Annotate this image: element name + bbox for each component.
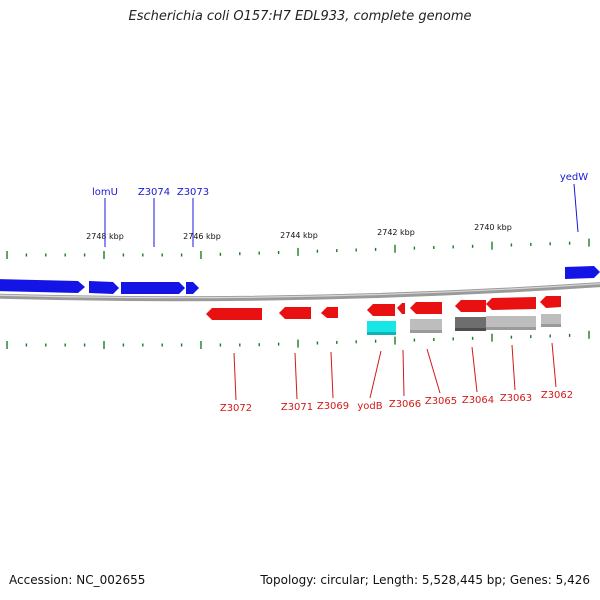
- leader-line: [511, 344, 516, 391]
- reverse-gene-arrow[interactable]: [321, 307, 338, 318]
- gene-label-yodB[interactable]: yodB: [357, 401, 382, 412]
- gray-feature[interactable]: [410, 319, 442, 333]
- kbp-label: 2740 kbp: [474, 223, 512, 232]
- forward-gene-labels: lomU Z3074 Z3073 yedW: [92, 172, 588, 247]
- dark-gray-feature-shade: [455, 328, 486, 331]
- reverse-genes: [206, 296, 561, 320]
- leader-line: [294, 352, 298, 400]
- gene-label-Z3063[interactable]: Z3063: [500, 393, 532, 404]
- gene-label-Z3072[interactable]: Z3072: [220, 403, 252, 414]
- leader-line: [402, 349, 405, 397]
- reverse-gene-arrow[interactable]: [206, 308, 262, 320]
- gray-feature[interactable]: [486, 316, 536, 330]
- secondary-features: [367, 314, 561, 335]
- gene-label-Z3074[interactable]: Z3074: [138, 187, 170, 198]
- gene-label-yedW[interactable]: yedW: [560, 172, 588, 183]
- kbp-labels: 2748 kbp 2746 kbp 2744 kbp 2742 kbp 2740…: [86, 223, 512, 241]
- gray-feature-shade: [486, 327, 536, 330]
- leader-line: [369, 350, 382, 399]
- forward-gene-arrow[interactable]: [89, 281, 119, 294]
- forward-genes: [0, 266, 600, 294]
- gene-label-Z3071[interactable]: Z3071: [281, 402, 313, 413]
- forward-gene-arrow[interactable]: [565, 266, 600, 279]
- gray-feature-shade: [410, 330, 442, 333]
- dark-gray-feature[interactable]: [455, 317, 486, 331]
- gene-label-Z3073[interactable]: Z3073: [177, 187, 209, 198]
- kbp-label: 2742 kbp: [377, 228, 415, 237]
- leader-line: [233, 352, 237, 401]
- cyan-feature-shade: [367, 332, 396, 335]
- gene-label-Z3065[interactable]: Z3065: [425, 396, 457, 407]
- gene-label-Z3069[interactable]: Z3069: [317, 401, 349, 412]
- gray-feature-shade: [541, 324, 561, 327]
- reverse-gene-arrow[interactable]: [410, 302, 442, 314]
- leader-line: [426, 348, 441, 394]
- scale-ticks-bottom: [6, 330, 590, 349]
- reverse-gene-arrow[interactable]: [367, 304, 395, 316]
- kbp-label: 2744 kbp: [280, 231, 318, 240]
- genome-backbone: [0, 282, 600, 302]
- scale-ticks-top: [6, 238, 590, 259]
- kbp-label: 2746 kbp: [183, 232, 221, 241]
- leader-line: [330, 351, 334, 399]
- genome-backbone-highlight: [0, 283, 600, 299]
- forward-gene-arrow[interactable]: [121, 282, 185, 294]
- forward-gene-arrow[interactable]: [186, 282, 199, 294]
- forward-gene-arrow[interactable]: [0, 279, 85, 293]
- map-title: Escherichia coli O157:H7 EDL933, complet…: [128, 9, 472, 24]
- reverse-gene-arrow[interactable]: [486, 297, 536, 310]
- leader-line: [551, 342, 557, 388]
- reverse-gene-arrow[interactable]: [540, 296, 561, 308]
- accession-text: Accession: NC_002655: [9, 573, 146, 587]
- gene-label-lomU[interactable]: lomU: [92, 187, 118, 198]
- reverse-gene-labels: Z3072 Z3071 Z3069 yodB Z3066 Z3065 Z3064…: [220, 342, 573, 414]
- reverse-gene-arrow[interactable]: [455, 300, 486, 312]
- genome-info-text: Topology: circular; Length: 5,528,445 bp…: [260, 573, 590, 587]
- gene-label-Z3064[interactable]: Z3064: [462, 395, 494, 406]
- reverse-gene-arrow[interactable]: [397, 303, 405, 314]
- leader-line: [471, 346, 478, 393]
- gene-label-Z3062[interactable]: Z3062: [541, 390, 573, 401]
- reverse-gene-arrow[interactable]: [279, 307, 311, 319]
- cyan-feature[interactable]: [367, 321, 396, 335]
- leader-line: [573, 183, 579, 233]
- gene-label-Z3066[interactable]: Z3066: [389, 399, 421, 410]
- gray-feature[interactable]: [541, 314, 561, 327]
